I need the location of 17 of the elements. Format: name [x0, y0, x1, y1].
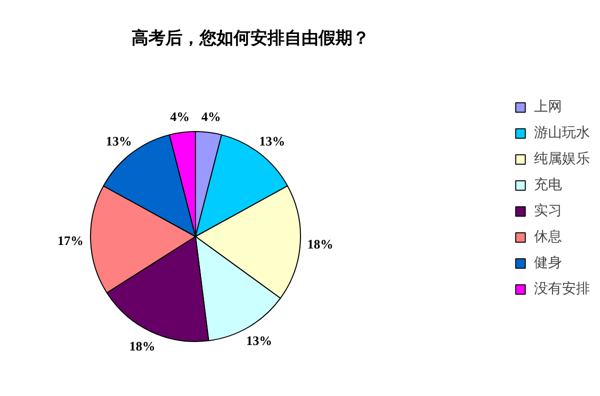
legend-label: 实习	[534, 202, 562, 220]
legend-label: 休息	[534, 228, 562, 246]
data-label: 18%	[307, 236, 334, 252]
data-label: 4%	[170, 108, 190, 124]
legend-label: 上网	[534, 98, 562, 116]
data-label: 17%	[58, 232, 84, 248]
legend-label: 健身	[534, 254, 562, 272]
data-label: 4%	[201, 108, 221, 124]
data-label: 18%	[129, 338, 156, 354]
data-label: 13%	[259, 133, 286, 148]
legend-label: 游山玩水	[534, 124, 590, 142]
legend-label: 纯属娱乐	[534, 150, 590, 168]
chart-title: 高考后，您如何安排自由假期？	[132, 28, 370, 48]
data-label: 13%	[246, 333, 272, 348]
legend-label: 充电	[534, 176, 562, 194]
data-label: 13%	[106, 133, 132, 148]
legend-label: 没有安排	[534, 280, 590, 298]
